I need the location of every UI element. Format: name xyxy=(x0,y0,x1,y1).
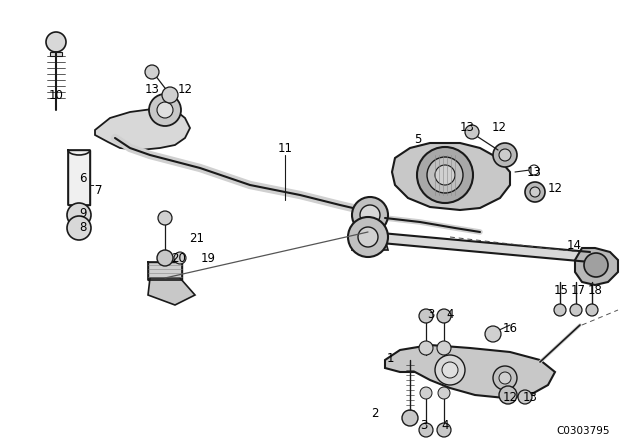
Text: 6: 6 xyxy=(79,172,87,185)
Circle shape xyxy=(158,211,172,225)
Text: 21: 21 xyxy=(189,232,205,245)
Text: 7: 7 xyxy=(95,184,103,197)
Circle shape xyxy=(442,362,458,378)
Circle shape xyxy=(530,187,540,197)
Text: 15: 15 xyxy=(554,284,568,297)
Text: 4: 4 xyxy=(441,418,449,431)
Text: 9: 9 xyxy=(79,207,87,220)
Circle shape xyxy=(437,341,451,355)
Polygon shape xyxy=(392,143,510,210)
Circle shape xyxy=(499,149,511,161)
Polygon shape xyxy=(148,278,195,305)
Circle shape xyxy=(419,341,433,355)
Text: 12: 12 xyxy=(502,391,518,404)
Circle shape xyxy=(586,304,598,316)
Polygon shape xyxy=(148,262,182,280)
Circle shape xyxy=(435,165,455,185)
Circle shape xyxy=(67,216,91,240)
Text: 16: 16 xyxy=(502,322,518,335)
Circle shape xyxy=(529,165,539,175)
Text: 3: 3 xyxy=(428,307,435,320)
Text: 18: 18 xyxy=(588,284,602,297)
Text: 19: 19 xyxy=(200,251,216,264)
Text: 12: 12 xyxy=(492,121,506,134)
Text: 4: 4 xyxy=(446,307,454,320)
Circle shape xyxy=(437,309,451,323)
Text: 2: 2 xyxy=(371,406,379,419)
Text: 12: 12 xyxy=(177,82,193,95)
Circle shape xyxy=(149,94,181,126)
Circle shape xyxy=(438,387,450,399)
Text: C0303795: C0303795 xyxy=(557,426,610,436)
Text: 1: 1 xyxy=(387,352,394,365)
Circle shape xyxy=(465,125,479,139)
Circle shape xyxy=(499,386,517,404)
Circle shape xyxy=(435,355,465,385)
Circle shape xyxy=(570,304,582,316)
Circle shape xyxy=(157,102,173,118)
Polygon shape xyxy=(95,108,190,150)
Text: 10: 10 xyxy=(49,89,63,102)
Polygon shape xyxy=(370,232,590,262)
Text: 20: 20 xyxy=(172,251,186,264)
Text: 8: 8 xyxy=(79,220,86,233)
Circle shape xyxy=(437,423,451,437)
Circle shape xyxy=(402,410,418,426)
Circle shape xyxy=(427,157,463,193)
Text: 17: 17 xyxy=(570,284,586,297)
Circle shape xyxy=(417,147,473,203)
Text: 14: 14 xyxy=(566,238,582,251)
Circle shape xyxy=(419,423,433,437)
Text: 13: 13 xyxy=(145,82,159,95)
Text: 11: 11 xyxy=(278,142,292,155)
Circle shape xyxy=(157,250,173,266)
Circle shape xyxy=(419,309,433,323)
Circle shape xyxy=(348,217,388,257)
Text: 13: 13 xyxy=(523,391,538,404)
Circle shape xyxy=(493,366,517,390)
Circle shape xyxy=(485,326,501,342)
Circle shape xyxy=(145,65,159,79)
Circle shape xyxy=(518,390,532,404)
Polygon shape xyxy=(352,228,388,250)
Polygon shape xyxy=(385,345,555,398)
Circle shape xyxy=(499,372,511,384)
Circle shape xyxy=(493,143,517,167)
Circle shape xyxy=(162,87,178,103)
Circle shape xyxy=(584,253,608,277)
Polygon shape xyxy=(575,248,618,285)
Circle shape xyxy=(46,32,66,52)
Text: 3: 3 xyxy=(420,418,428,431)
Circle shape xyxy=(360,205,380,225)
Circle shape xyxy=(358,227,378,247)
Text: 13: 13 xyxy=(460,121,474,134)
Circle shape xyxy=(554,304,566,316)
FancyBboxPatch shape xyxy=(50,52,62,56)
Text: 13: 13 xyxy=(527,165,541,178)
Circle shape xyxy=(420,387,432,399)
Circle shape xyxy=(174,252,186,264)
Text: 5: 5 xyxy=(414,133,422,146)
Circle shape xyxy=(352,197,388,233)
Text: 12: 12 xyxy=(547,181,563,194)
Polygon shape xyxy=(68,150,90,205)
Circle shape xyxy=(525,182,545,202)
Circle shape xyxy=(67,203,91,227)
